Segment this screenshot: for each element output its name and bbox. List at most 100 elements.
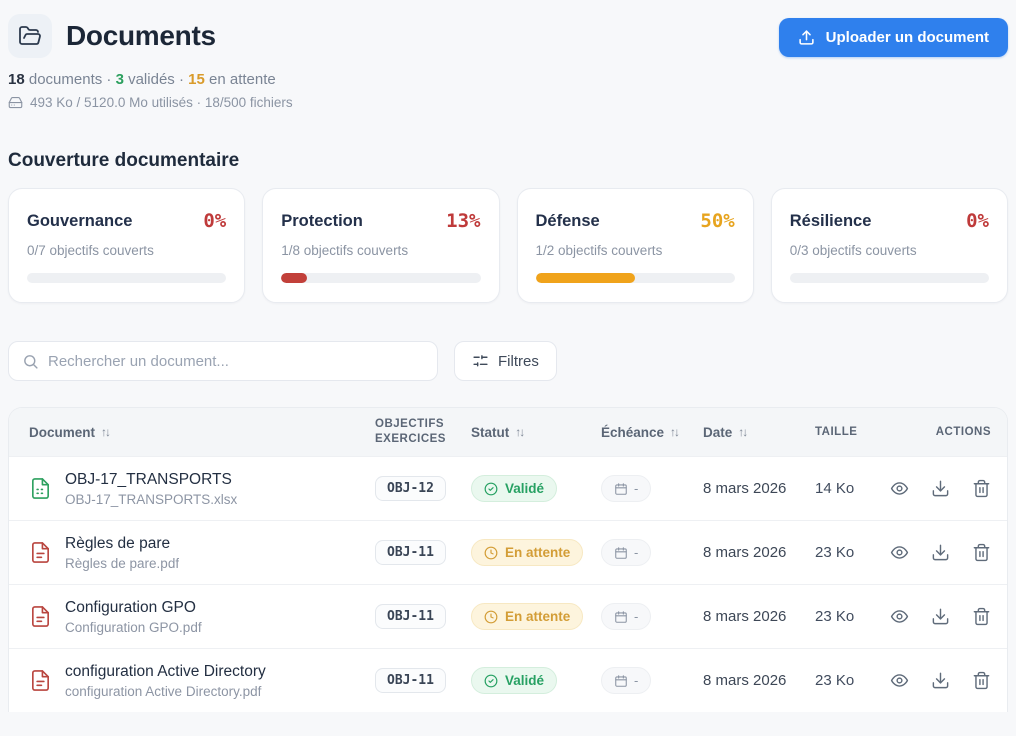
echeance-badge: - <box>601 475 651 502</box>
card-subtitle: 1/8 objectifs couverts <box>281 243 480 258</box>
page-title: Documents <box>66 20 216 52</box>
download-button[interactable] <box>931 479 950 498</box>
table-row: OBJ-17_TRANSPORTS OBJ-17_TRANSPORTS.xlsx… <box>9 456 1007 520</box>
document-date: 8 mars 2026 <box>703 608 815 625</box>
card-subtitle: 0/3 objectifs couverts <box>790 243 989 258</box>
delete-button[interactable] <box>972 543 991 562</box>
progress-track <box>536 273 735 283</box>
upload-document-button[interactable]: Uploader un document <box>779 18 1008 57</box>
status-badge: En attente <box>471 603 583 630</box>
card-name: Défense <box>536 212 600 231</box>
document-title[interactable]: Configuration GPO <box>65 599 202 617</box>
view-button[interactable] <box>890 607 909 626</box>
status-badge: Validé <box>471 667 557 694</box>
view-button[interactable] <box>890 479 909 498</box>
objectif-badge: OBJ-11 <box>375 668 446 693</box>
table-row: Configuration GPO Configuration GPO.pdf … <box>9 584 1007 648</box>
download-icon <box>931 479 950 498</box>
sliders-icon <box>472 353 489 370</box>
hard-drive-icon <box>8 95 23 110</box>
clock-icon <box>484 546 498 560</box>
calendar-icon <box>614 482 628 496</box>
download-button[interactable] <box>931 671 950 690</box>
document-filename: configuration Active Directory.pdf <box>65 684 266 699</box>
stat-total: 18 <box>8 71 25 88</box>
column-actions: ACTIONS <box>891 425 991 440</box>
echeance-badge: - <box>601 603 651 630</box>
table-row: configuration Active Directory configura… <box>9 648 1007 712</box>
coverage-cards: Gouvernance 0% 0/7 objectifs couverts Pr… <box>8 188 1008 303</box>
delete-button[interactable] <box>972 671 991 690</box>
objectif-badge: OBJ-11 <box>375 604 446 629</box>
eye-icon <box>890 479 909 498</box>
page: Documents 18 documents · 3 validés · 15 … <box>0 0 1016 712</box>
sort-icon: ↑↓ <box>101 425 109 439</box>
document-title[interactable]: Règles de pare <box>65 535 179 553</box>
progress-track <box>790 273 989 283</box>
progress-fill <box>536 273 636 283</box>
clock-icon <box>484 610 498 624</box>
document-date: 8 mars 2026 <box>703 672 815 689</box>
sort-icon: ↑↓ <box>515 425 523 439</box>
download-button[interactable] <box>931 543 950 562</box>
stat-pending: 15 <box>188 71 205 88</box>
pdf-file-icon <box>29 605 52 628</box>
table-row: Règles de pare Règles de pare.pdf OBJ-11… <box>9 520 1007 584</box>
document-date: 8 mars 2026 <box>703 480 815 497</box>
folder-open-icon <box>8 14 52 58</box>
card-subtitle: 0/7 objectifs couverts <box>27 243 226 258</box>
card-percent: 50% <box>700 210 734 232</box>
card-name: Protection <box>281 212 363 231</box>
column-taille: TAILLE <box>815 425 891 440</box>
trash-icon <box>972 479 991 498</box>
echeance-badge: - <box>601 667 651 694</box>
column-objectifs: OBJECTIFS EXERCICES <box>375 417 471 447</box>
document-size: 23 Ko <box>815 544 891 561</box>
objectif-badge: OBJ-11 <box>375 540 446 565</box>
column-document[interactable]: Document ↑↓ <box>29 425 375 440</box>
progress-track <box>27 273 226 283</box>
column-statut[interactable]: Statut ↑↓ <box>471 425 601 440</box>
document-filename: Règles de pare.pdf <box>65 556 179 571</box>
coverage-card-resilience: Résilience 0% 0/3 objectifs couverts <box>771 188 1008 303</box>
download-button[interactable] <box>931 607 950 626</box>
table-header: Document ↑↓ OBJECTIFS EXERCICES Statut ↑… <box>9 408 1007 456</box>
column-date[interactable]: Date ↑↓ <box>703 425 815 440</box>
storage-usage: 493 Ko / 5120.0 Mo utilisés · 18/500 fic… <box>8 95 293 110</box>
sort-icon: ↑↓ <box>670 425 678 439</box>
calendar-icon <box>614 546 628 560</box>
progress-fill <box>281 273 307 283</box>
calendar-icon <box>614 674 628 688</box>
echeance-badge: - <box>601 539 651 566</box>
filters-button[interactable]: Filtres <box>454 341 557 381</box>
check-circle-icon <box>484 482 498 496</box>
coverage-card-gouvernance: Gouvernance 0% 0/7 objectifs couverts <box>8 188 245 303</box>
pdf-file-icon <box>29 669 52 692</box>
card-name: Résilience <box>790 212 872 231</box>
delete-button[interactable] <box>972 479 991 498</box>
view-button[interactable] <box>890 543 909 562</box>
trash-icon <box>972 543 991 562</box>
trash-icon <box>972 671 991 690</box>
document-title[interactable]: OBJ-17_TRANSPORTS <box>65 471 237 489</box>
delete-button[interactable] <box>972 607 991 626</box>
status-badge: Validé <box>471 475 557 502</box>
column-echeance[interactable]: Échéance ↑↓ <box>601 425 703 440</box>
xlsx-file-icon <box>29 477 52 500</box>
card-name: Gouvernance <box>27 212 132 231</box>
document-size: 14 Ko <box>815 480 891 497</box>
document-filename: Configuration GPO.pdf <box>65 620 202 635</box>
document-size: 23 Ko <box>815 608 891 625</box>
eye-icon <box>890 607 909 626</box>
search-input[interactable] <box>48 353 424 370</box>
view-button[interactable] <box>890 671 909 690</box>
document-title[interactable]: configuration Active Directory <box>65 663 266 681</box>
check-circle-icon <box>484 674 498 688</box>
download-icon <box>931 543 950 562</box>
coverage-card-defense: Défense 50% 1/2 objectifs couverts <box>517 188 754 303</box>
coverage-card-protection: Protection 13% 1/8 objectifs couverts <box>262 188 499 303</box>
eye-icon <box>890 671 909 690</box>
pdf-file-icon <box>29 541 52 564</box>
progress-track <box>281 273 480 283</box>
card-percent: 13% <box>446 210 480 232</box>
